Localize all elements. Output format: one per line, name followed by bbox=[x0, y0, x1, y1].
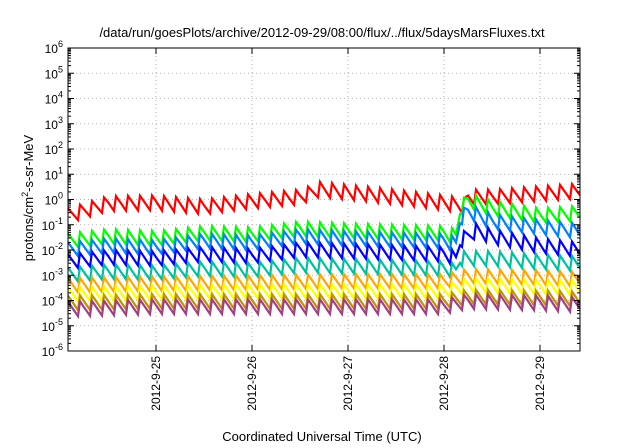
y-tick-label: 100 bbox=[45, 191, 63, 208]
axes: 10-6 10-5 10-4 10-3 10-2 10-1 100 101 102 103 104 1… bbox=[42, 39, 581, 411]
y-tick-label: 10-5 bbox=[42, 317, 63, 334]
x-axis-label: Coordinated Universal Time (UTC) bbox=[222, 429, 421, 444]
x-tick-label: 2012-9-26 bbox=[245, 356, 259, 411]
chart-title: /data/run/goesPlots/archive/2012-09-29/0… bbox=[99, 25, 545, 40]
y-tick-label: 102 bbox=[45, 140, 63, 157]
y-tick-label: 104 bbox=[45, 90, 63, 107]
y-tick-label: 103 bbox=[45, 115, 63, 132]
series-group bbox=[67, 178, 581, 320]
y-tick-label: 10-4 bbox=[42, 292, 63, 309]
y-tick-label: 10-1 bbox=[42, 216, 63, 233]
y-axis-label: protons/cm2-s-sr-MeV bbox=[20, 134, 36, 261]
y-tick-label: 105 bbox=[45, 64, 63, 81]
y-tick-label: 10-6 bbox=[42, 342, 63, 359]
series-line-3 bbox=[67, 203, 581, 259]
series-line-2 bbox=[67, 192, 581, 251]
series-line-4 bbox=[67, 219, 581, 271]
series-line-1 bbox=[67, 178, 581, 223]
x-tick-label: 2012-9-25 bbox=[149, 356, 163, 411]
y-tick-label: 10-2 bbox=[42, 241, 63, 258]
y-tick-label: 101 bbox=[45, 165, 63, 182]
x-tick-label: 2012-9-29 bbox=[533, 356, 547, 411]
x-tick-label: 2012-9-28 bbox=[437, 356, 451, 411]
y-axis-label-prefix: protons/cm bbox=[21, 197, 36, 261]
x-tick-label: 2012-9-27 bbox=[341, 356, 355, 411]
series-line-5 bbox=[67, 248, 581, 285]
series-line-6 bbox=[67, 265, 581, 296]
y-tick-label: 10-3 bbox=[42, 266, 63, 283]
y-axis-label-exponent: 2 bbox=[20, 192, 30, 197]
series-line-8 bbox=[67, 286, 581, 314]
y-axis-label-suffix: -s-sr-MeV bbox=[21, 134, 36, 191]
series-line-7 bbox=[67, 275, 581, 305]
y-tick-label: 106 bbox=[45, 39, 63, 56]
series-line-9 bbox=[67, 291, 581, 320]
